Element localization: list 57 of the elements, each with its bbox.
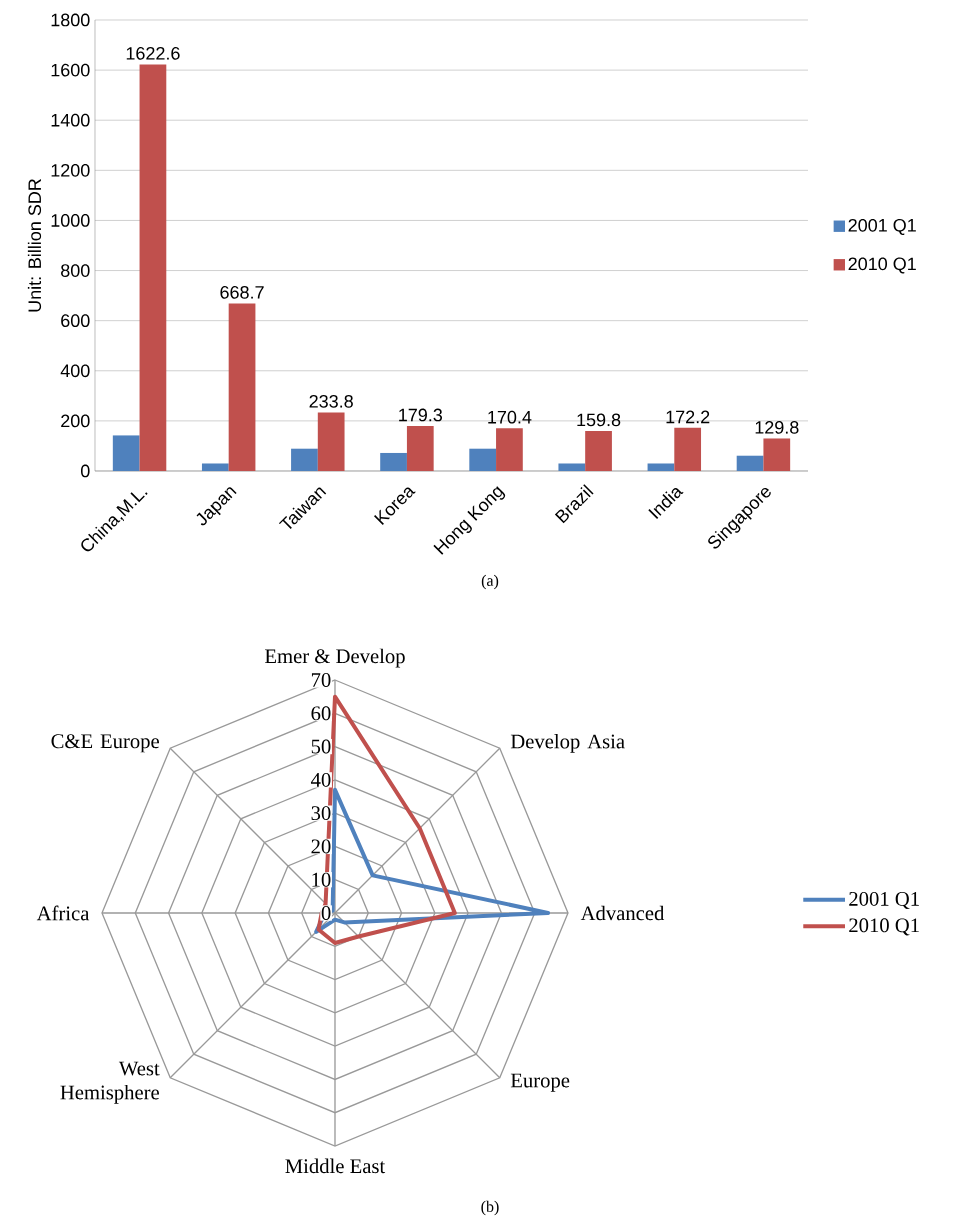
bar <box>647 463 675 471</box>
spoke-label: Advanced <box>580 905 665 921</box>
bar <box>228 303 256 471</box>
bar <box>674 427 702 471</box>
spoke-label: Develop Asia <box>510 733 625 753</box>
y-tick-label: 40 <box>311 772 331 787</box>
legend-label: 2010 Q1 <box>849 918 919 936</box>
y-tick-label: 0 <box>321 906 331 920</box>
y-tick-label: 400 <box>60 364 90 378</box>
y-tick-label: 600 <box>61 314 90 328</box>
y-tick-label: 10 <box>312 872 331 887</box>
y-tick-label: 1400 <box>51 113 90 127</box>
y-tick-label: 800 <box>61 264 90 277</box>
spoke-label: Emer & Develop <box>265 648 405 668</box>
y-axis-title: Unit: Billion SDR <box>27 179 42 312</box>
legend-label: 2010 Q1 <box>848 257 916 274</box>
y-tick-label: 50 <box>311 739 331 754</box>
data-label: 1622.6 <box>126 46 180 60</box>
y-tick-label: 1200 <box>51 163 90 177</box>
data-label: 233.8 <box>309 394 353 408</box>
y-tick-label: 70 <box>311 673 331 687</box>
data-label: 668.7 <box>220 286 264 299</box>
text: (b) <box>481 1200 499 1216</box>
data-label: 159.8 <box>577 413 621 427</box>
bar <box>112 435 140 471</box>
y-tick-label: 1000 <box>51 214 90 227</box>
spoke-label: Europe <box>510 1073 570 1092</box>
text: (a) <box>481 574 499 590</box>
bar <box>469 448 497 471</box>
y-tick-label: 1800 <box>51 13 90 27</box>
bar <box>201 463 229 471</box>
y-tick-label: 1600 <box>51 63 90 77</box>
spoke-label: Middle East <box>285 1158 386 1174</box>
data-label: 170.4 <box>488 410 532 424</box>
y-tick-label: 30 <box>311 806 331 821</box>
bar <box>406 426 434 471</box>
legend-label: 2001 Q1 <box>849 891 919 910</box>
data-label: 179.3 <box>399 408 443 422</box>
bar <box>585 430 612 471</box>
bar <box>736 455 764 471</box>
data-label: 129.8 <box>755 421 799 434</box>
bar <box>380 452 407 471</box>
spoke-label: Africa <box>36 905 90 921</box>
bar <box>496 428 523 471</box>
bar <box>139 64 167 471</box>
legend-label: 2001 Q1 <box>848 218 916 235</box>
bar <box>291 448 318 471</box>
data-label: 172.2 <box>666 410 710 424</box>
y-tick-label: 200 <box>61 414 90 428</box>
spoke-label: C&E Europe <box>51 734 159 753</box>
y-tick-label: 20 <box>311 839 331 854</box>
y-tick-label: 0 <box>80 464 90 478</box>
bar <box>763 438 791 471</box>
spoke-label: West Hemisphere <box>60 1061 160 1104</box>
bar <box>317 412 345 471</box>
bar <box>558 463 586 471</box>
y-tick-label: 60 <box>311 706 331 721</box>
